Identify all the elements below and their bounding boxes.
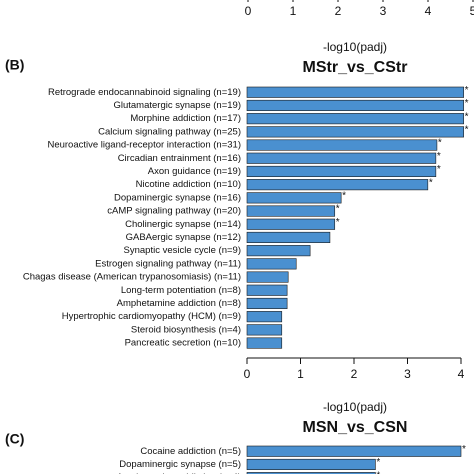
x-tick-label: 4 [458, 367, 465, 381]
x-tick-label: 3 [380, 4, 387, 18]
bar [246, 205, 336, 217]
x-tick-label: 1 [290, 4, 297, 18]
category-label: Amphetamine addiction (n=8) [117, 298, 241, 309]
category-label: Cholinergic synapse (n=14) [125, 219, 241, 230]
significance-marker: * [376, 457, 380, 468]
bar [246, 218, 336, 230]
bar [246, 113, 464, 125]
chart-title: MSN_vs_CSN [303, 419, 408, 436]
bar [246, 179, 429, 191]
category-label: Dopaminergic synapse (n=16) [114, 192, 241, 203]
category-label: Calcium signaling pathway (n=25) [98, 126, 241, 137]
category-label: GABAergic synapse (n=12) [126, 232, 241, 243]
significance-marker: * [465, 124, 469, 135]
category-label: cAMP signaling pathway (n=20) [107, 206, 241, 217]
x-tick-label: 0 [245, 4, 252, 18]
category-label: Retrograde endocannabinoid signaling (n=… [48, 87, 241, 98]
bar [246, 271, 289, 283]
category-label: Circadian entrainment (n=16) [118, 153, 241, 164]
category-label: Glutamatergic synapse (n=19) [113, 100, 241, 111]
category-label: Estrogen signaling pathway (n=11) [95, 258, 241, 269]
bar [246, 284, 288, 296]
significance-marker: * [342, 190, 346, 201]
bar [246, 258, 297, 270]
category-label: Neuroactive ligand-receptor interaction … [47, 140, 241, 151]
significance-marker: * [465, 111, 469, 122]
bar [246, 245, 311, 257]
category-label: Amphetamine addiction (n=4) [117, 472, 241, 474]
category-label: Pancreatic secretion (n=10) [125, 338, 241, 349]
bar [246, 126, 464, 138]
x-tick-label: 1 [297, 367, 304, 381]
bar [246, 86, 464, 98]
bar [246, 139, 438, 151]
x-tick-label: 2 [351, 367, 358, 381]
significance-marker: * [376, 470, 380, 474]
significance-marker: * [465, 98, 469, 109]
category-label: Dopaminergic synapse (n=5) [119, 459, 241, 470]
category-label: Chagas disease (American trypanosomiasis… [23, 272, 241, 283]
significance-marker: * [462, 444, 466, 455]
bar [246, 99, 464, 111]
category-label: Nicotine addiction (n=10) [136, 179, 241, 190]
x-tick-label: 2 [335, 4, 342, 18]
bar [246, 472, 376, 474]
bar [246, 192, 342, 204]
bar [246, 152, 437, 164]
category-label: Long-term potentiation (n=8) [121, 285, 241, 296]
x-tick-label: 5 [470, 4, 474, 18]
category-label: Hypertrophic cardiomyopathy (HCM) (n=9) [62, 311, 241, 322]
category-label: Morphine addiction (n=17) [130, 113, 241, 124]
significance-marker: * [336, 204, 340, 215]
x-axis-label: -log10(padj) [323, 40, 387, 54]
chart-title: MStr_vs_CStr [303, 59, 408, 76]
panel-label: (C) [5, 431, 24, 447]
bar [246, 445, 462, 457]
bar [246, 297, 288, 310]
x-tick-label: 3 [404, 367, 411, 381]
significance-marker: * [437, 164, 441, 175]
category-label: Cocaine addiction (n=5) [140, 446, 241, 457]
panel-label: (B) [5, 57, 24, 73]
significance-marker: * [336, 217, 340, 228]
bar [246, 458, 376, 471]
significance-marker: * [437, 151, 441, 162]
bar [246, 311, 283, 323]
x-tick-label: 0 [244, 367, 251, 381]
category-label: Synaptic vesicle cycle (n=9) [124, 245, 241, 256]
category-label: Axon guidance (n=19) [148, 166, 241, 177]
bar [246, 337, 283, 349]
x-tick-label: 4 [425, 4, 432, 18]
significance-marker: * [465, 85, 469, 96]
bar [246, 324, 283, 336]
category-label: Steroid biosynthesis (n=4) [131, 324, 241, 335]
x-axis-label: -log10(padj) [323, 400, 387, 414]
bar [246, 231, 331, 243]
significance-marker: * [438, 138, 442, 149]
significance-marker: * [429, 177, 433, 188]
bar [246, 165, 437, 177]
